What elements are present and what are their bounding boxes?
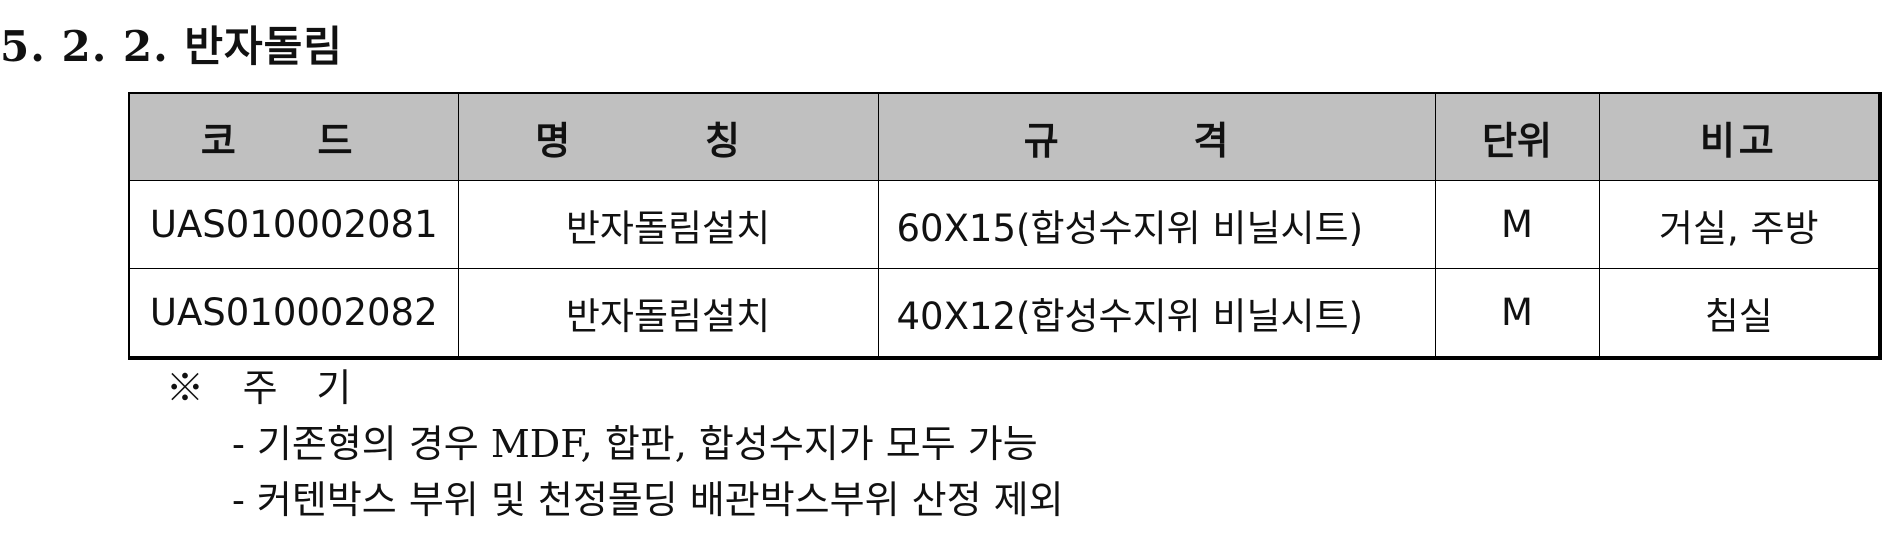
cell-note: 거실, 주방	[1598, 180, 1881, 269]
header-note: 비고	[1598, 92, 1881, 181]
section-title: 5. 2. 2. 반자돌림	[0, 22, 343, 71]
cell-note: 침실	[1598, 268, 1881, 359]
table-header-row: 코 드 명 칭 규 격 단위 비고	[128, 92, 1881, 181]
cell-spec: 40X12(합성수지위 비닐시트)	[877, 268, 1436, 359]
cell-name: 반자돌림설치	[457, 180, 879, 269]
header-code: 코 드	[128, 92, 459, 181]
cell-code: UAS010002081	[128, 180, 459, 269]
notes-heading: ※ 주 기	[166, 366, 365, 410]
cell-unit: M	[1434, 180, 1600, 269]
cell-code: UAS010002082	[128, 268, 459, 359]
header-spec: 규 격	[877, 92, 1436, 181]
note-item: - 기존형의 경우 MDF, 합판, 합성수지가 모두 가능	[232, 422, 1038, 466]
table-row: UAS010002082 반자돌림설치 40X12(합성수지위 비닐시트) M …	[128, 268, 1881, 359]
cell-unit: M	[1434, 268, 1600, 359]
table-row: UAS010002081 반자돌림설치 60X15(합성수지위 비닐시트) M …	[128, 180, 1881, 269]
header-name: 명 칭	[457, 92, 879, 181]
notes-section: ※ 주 기 - 기존형의 경우 MDF, 합판, 합성수지가 모두 가능 - 커…	[166, 360, 1064, 528]
cell-spec: 60X15(합성수지위 비닐시트)	[877, 180, 1436, 269]
header-unit: 단위	[1434, 92, 1600, 181]
cell-name: 반자돌림설치	[457, 268, 879, 359]
spec-table: 코 드 명 칭 규 격 단위 비고 UAS010002081 반자돌림설치 60…	[128, 92, 1882, 360]
note-item: - 커텐박스 부위 및 천정몰딩 배관박스부위 산정 제외	[232, 478, 1064, 522]
